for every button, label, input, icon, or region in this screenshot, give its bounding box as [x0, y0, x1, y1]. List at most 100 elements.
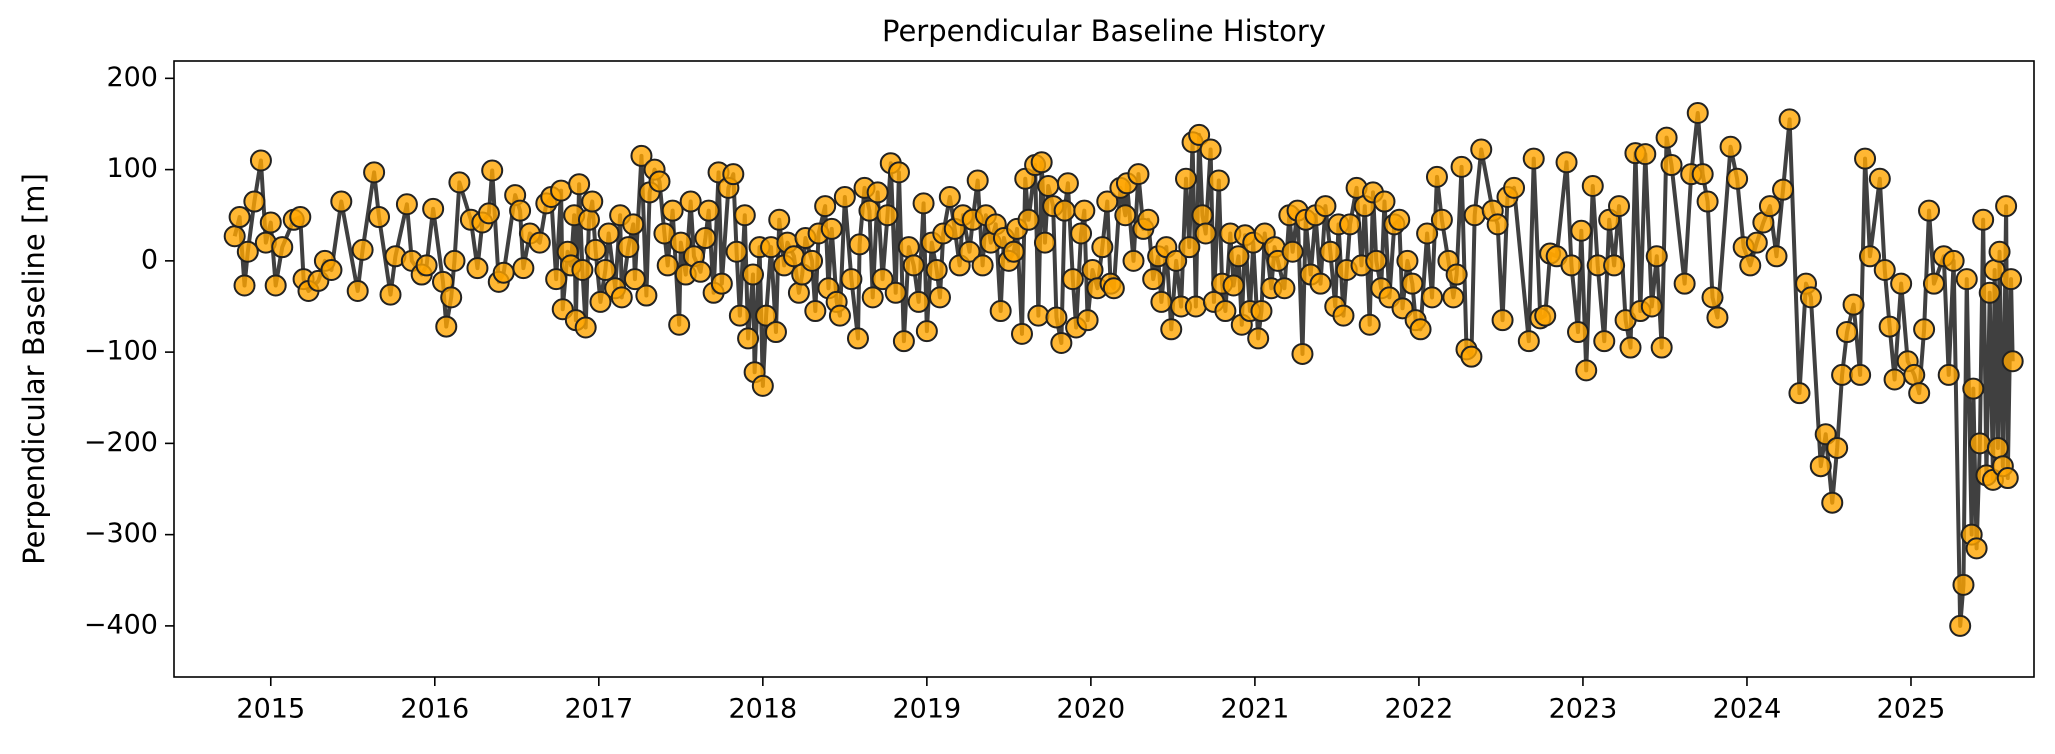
data-point [1726, 167, 1749, 190]
y-tick-label: 200 [106, 62, 158, 93]
data-point [1137, 208, 1160, 231]
data-point [466, 257, 489, 280]
data-point [395, 193, 418, 216]
data-point [668, 313, 691, 336]
data-point [1430, 208, 1453, 231]
data-point [1050, 331, 1073, 354]
data-point [1114, 204, 1137, 227]
data-point [1567, 321, 1590, 344]
data-point [574, 316, 597, 339]
data-point [1996, 467, 2019, 490]
data-point [330, 190, 353, 213]
data-point [1165, 249, 1188, 272]
x-tick-label: 2019 [892, 694, 961, 725]
data-point [1555, 151, 1578, 174]
data-point [1070, 222, 1093, 245]
data-point [1409, 318, 1432, 341]
data-point [928, 286, 951, 309]
data-point [368, 206, 391, 229]
data-point [1655, 126, 1678, 149]
data-point [1581, 175, 1604, 198]
data-point [577, 208, 600, 231]
data-point [320, 258, 343, 281]
data-point [1878, 315, 1901, 338]
data-point [1365, 249, 1388, 272]
data-point [1191, 204, 1214, 227]
data-point [1081, 258, 1104, 281]
data-point [1150, 290, 1173, 313]
data-point [597, 222, 620, 245]
data-point [1988, 240, 2011, 263]
data-point [1719, 135, 1742, 158]
data-point [1250, 300, 1273, 323]
data-point [783, 245, 805, 268]
data-point [1691, 163, 1714, 186]
data-point [1017, 208, 1040, 231]
data-point [1854, 147, 1877, 170]
data-point [1788, 382, 1811, 405]
data-point [804, 300, 827, 323]
data-point [768, 208, 791, 231]
data-point [669, 231, 692, 254]
data-point [689, 260, 712, 283]
chart-title: Perpendicular Baseline History [882, 14, 1326, 48]
data-point [1491, 309, 1514, 332]
data-point [1645, 245, 1668, 268]
data-point [661, 199, 684, 222]
data-point [1883, 368, 1906, 391]
data-point [1033, 231, 1056, 254]
data-point [1184, 295, 1207, 318]
data-point [787, 281, 810, 304]
data-point [653, 222, 676, 245]
data-point [1696, 190, 1719, 213]
data-point [1826, 436, 1849, 459]
data-point [1314, 195, 1337, 218]
data-point [755, 304, 778, 327]
data-point [1076, 309, 1099, 332]
data-point [1056, 172, 1079, 195]
data-point [581, 190, 604, 213]
data-point [259, 211, 282, 234]
data-point [1207, 169, 1230, 192]
data-point [1373, 190, 1396, 213]
data-point [550, 179, 573, 202]
y-tick-label: 100 [106, 153, 158, 184]
data-point [1030, 151, 1053, 174]
data-point [1522, 147, 1545, 170]
data-point [379, 283, 402, 306]
data-point [346, 279, 369, 302]
data-point [1972, 208, 1995, 231]
data-point [440, 286, 463, 309]
x-tick-label: 2015 [236, 694, 305, 725]
data-point [1470, 138, 1493, 161]
data-point [2000, 268, 2023, 291]
data-point [481, 159, 504, 182]
data-point [858, 199, 881, 222]
data-point [1686, 102, 1709, 125]
data-point [1913, 318, 1936, 341]
data-point [694, 227, 717, 250]
data-point [422, 197, 445, 220]
data-point [848, 233, 871, 256]
data-point [833, 185, 856, 208]
data-point [866, 181, 889, 204]
data-point [871, 268, 894, 291]
data-point [1534, 304, 1557, 327]
data-point [1842, 293, 1865, 316]
data-point [733, 204, 756, 227]
data-point [1603, 254, 1626, 277]
data-point [1673, 272, 1696, 295]
data-point [887, 161, 910, 184]
data-point [243, 190, 266, 213]
data-point [1868, 167, 1891, 190]
data-point [902, 254, 925, 277]
data-point [725, 240, 748, 263]
data-point [1918, 199, 1941, 222]
data-point [264, 274, 287, 297]
data-point [1222, 274, 1245, 297]
y-tick-label: −400 [84, 609, 158, 640]
y-tick-label: −100 [84, 336, 158, 367]
y-axis-label: Perpendicular Baseline [m] [17, 173, 51, 565]
